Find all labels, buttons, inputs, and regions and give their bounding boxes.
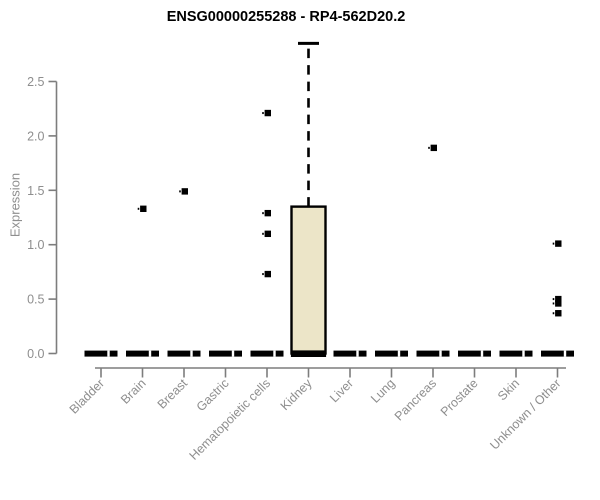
x-tick-label-pancreas: Pancreas: [392, 376, 439, 423]
box-bladder: [84, 350, 118, 357]
collapsed-box-notch: [231, 350, 235, 357]
y-tick-label: 1.5: [27, 184, 44, 198]
outlier-point: [262, 230, 271, 238]
collapsed-box: [541, 350, 574, 357]
box-breast: [167, 188, 201, 357]
collapsed-box-notch: [190, 350, 193, 357]
outlier-point: [552, 295, 562, 303]
outlier-point: [552, 240, 562, 247]
x-tick-label-lung: Lung: [368, 376, 398, 406]
outlier-point: [179, 188, 188, 195]
collapsed-box-notch: [148, 350, 152, 357]
outlier-point: [262, 109, 271, 117]
y-tick-label: 0.5: [27, 293, 44, 307]
box-unknown-other: [541, 240, 574, 357]
y-tick-label: 0.0: [27, 347, 44, 361]
collapsed-box: [209, 350, 242, 357]
collapsed-box: [375, 350, 408, 357]
box-kidney: [290, 41, 327, 357]
collapsed-box-notch: [397, 350, 401, 357]
collapsed-box: [499, 350, 533, 357]
x-tick-label-unknown-other: Unknown / Other: [487, 376, 563, 452]
box-prostate: [458, 350, 491, 357]
box-body: [290, 205, 327, 355]
y-tick-label: 1.0: [27, 238, 44, 252]
box-gastric: [209, 350, 242, 357]
outlier-point: [552, 310, 562, 317]
y-axis: 0.0 0.5 1.0 1.5 2.0 2.5: [27, 75, 58, 361]
collapsed-box-notch: [480, 350, 484, 357]
box-lung: [375, 350, 408, 357]
x-tick-label-brain: Brain: [118, 376, 149, 407]
chart-title: ENSG00000255288 - RP4-562D20.2: [166, 9, 406, 25]
box-liver: [333, 350, 367, 357]
collapsed-box: [250, 350, 284, 357]
x-tick-label-skin: Skin: [495, 376, 522, 403]
x-tick-label-kidney: Kidney: [278, 376, 315, 413]
outlier-point: [428, 144, 437, 152]
collapsed-box-notch: [439, 350, 442, 357]
outlier-point: [552, 300, 562, 307]
x-tick-label-gastric: Gastric: [194, 376, 232, 414]
x-tick-label-prostate: Prostate: [438, 376, 481, 419]
outlier-point: [262, 209, 271, 217]
box-skin: [499, 350, 533, 357]
collapsed-box-notch: [522, 350, 525, 357]
outlier-point: [137, 205, 147, 212]
box-brain: [126, 205, 159, 357]
box-pancreas: [416, 144, 450, 357]
collapsed-box-notch: [563, 350, 567, 357]
collapsed-box: [167, 350, 201, 357]
collapsed-box: [333, 350, 367, 357]
collapsed-box-notch: [107, 350, 110, 357]
y-tick-label: 2.0: [27, 129, 44, 143]
x-tick-label-liver: Liver: [327, 376, 356, 405]
y-tick-label: 2.5: [27, 75, 44, 89]
collapsed-box-notch: [273, 350, 276, 357]
outlier-point: [262, 270, 271, 278]
collapsed-box: [416, 350, 450, 357]
collapsed-box-notch: [356, 350, 359, 357]
x-tick-label-breast: Breast: [155, 376, 191, 412]
x-tick-label-bladder: Bladder: [67, 376, 107, 416]
box-hematopoietic-cells: [250, 109, 284, 357]
median-line: [290, 350, 327, 357]
collapsed-box: [126, 350, 159, 357]
collapsed-box: [458, 350, 491, 357]
x-tick-label-hematopoietic-cells: Hematopoietic cells: [187, 376, 274, 463]
collapsed-box: [84, 350, 118, 357]
